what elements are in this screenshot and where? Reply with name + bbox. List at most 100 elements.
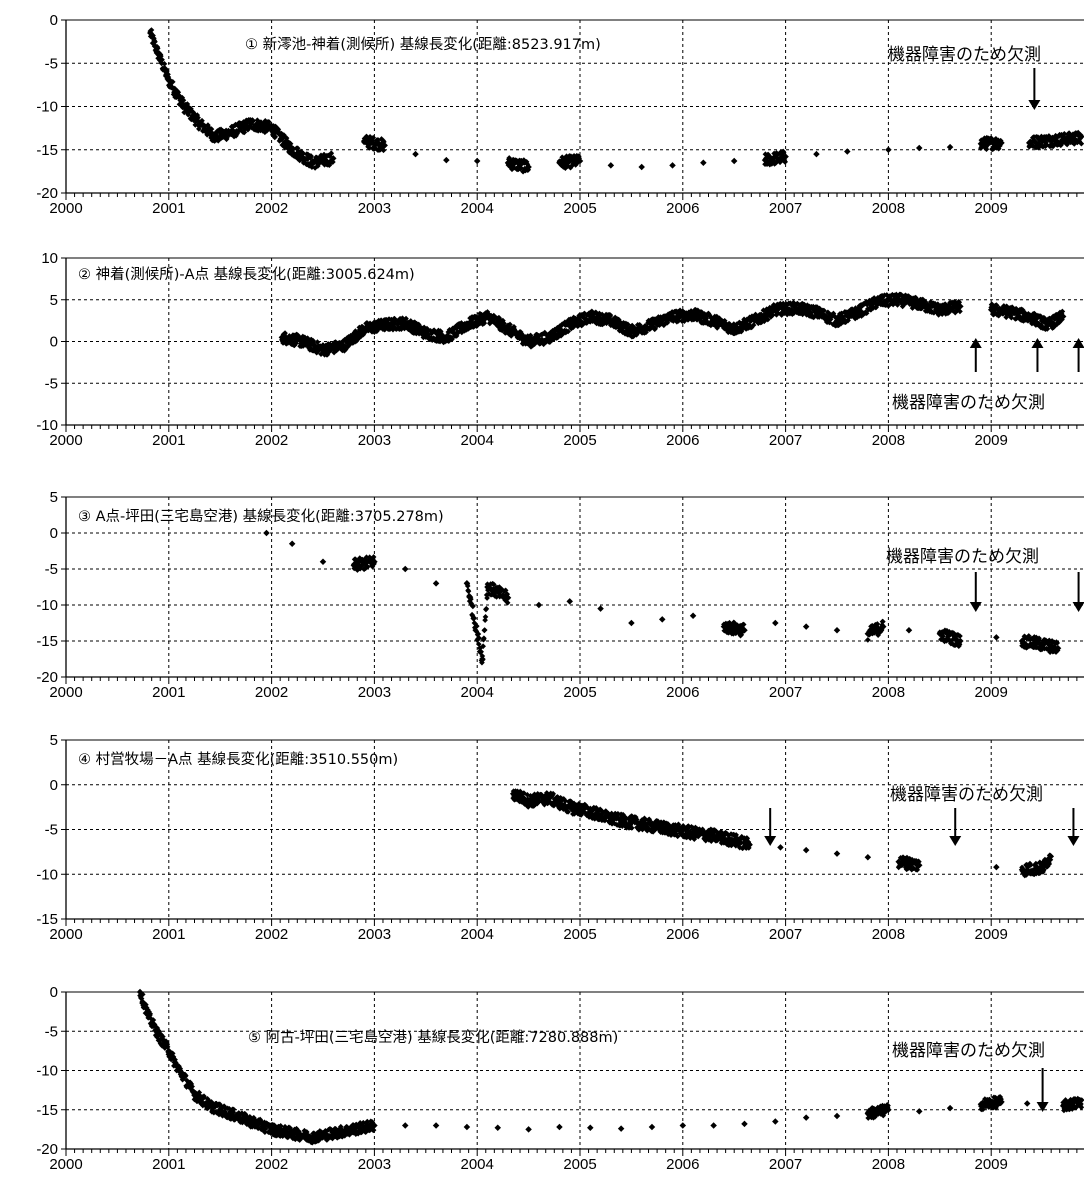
x-tick-label: 2008 — [872, 1156, 905, 1173]
data-point — [196, 120, 203, 128]
y-tick-label: -5 — [45, 375, 58, 392]
annotation-text: 機器障害のため欠測 — [892, 393, 1045, 413]
data-point — [443, 156, 450, 164]
annotation-arrow-head — [969, 602, 982, 612]
data-point — [507, 321, 513, 328]
x-tick-label: 2002 — [255, 926, 288, 943]
data-point — [885, 146, 892, 154]
y-tick-label: 0 — [50, 525, 58, 542]
x-tick-label: 2001 — [152, 432, 185, 449]
data-point — [308, 153, 314, 159]
data-point — [761, 156, 769, 164]
x-tick-label: 2002 — [255, 432, 288, 449]
annotation-arrow-head — [949, 836, 962, 846]
data-point — [576, 157, 584, 165]
x-tick-label: 2006 — [666, 1156, 699, 1173]
data-point — [977, 140, 985, 147]
data-point — [403, 315, 409, 322]
y-tick-label: -10 — [36, 1063, 58, 1080]
data-point — [360, 137, 368, 145]
data-point — [750, 322, 757, 328]
data-point — [833, 626, 841, 634]
data-point — [319, 558, 327, 566]
x-tick-label: 2007 — [769, 1156, 802, 1173]
data-point — [864, 853, 872, 861]
y-tick-label: -15 — [36, 1102, 58, 1119]
x-tick-label: 2007 — [769, 926, 802, 943]
x-tick-label: 2005 — [563, 926, 596, 943]
x-tick-label: 2006 — [666, 432, 699, 449]
x-tick-label: 2004 — [461, 926, 494, 943]
y-tick-label: -15 — [36, 633, 58, 650]
x-tick-label: 2000 — [49, 432, 82, 449]
y-tick-label: -10 — [36, 99, 58, 116]
data-point — [565, 328, 571, 335]
x-tick-label: 2004 — [461, 200, 494, 217]
x-tick-label: 2004 — [461, 684, 494, 701]
data-point — [915, 144, 923, 152]
data-series — [136, 988, 1084, 1146]
data-point — [481, 627, 488, 633]
data-point — [769, 312, 776, 319]
data-point — [983, 146, 990, 153]
y-tick-label: -10 — [36, 597, 58, 614]
data-point — [288, 146, 296, 154]
y-tick-label: 5 — [50, 732, 58, 749]
data-point — [330, 155, 337, 162]
data-point — [370, 134, 377, 141]
chart-title: ④ 村営牧場－A点 基線長変化(距離:3510.550m) — [78, 750, 398, 768]
data-point — [504, 159, 512, 166]
data-point — [180, 97, 187, 104]
y-tick-label: -5 — [45, 55, 58, 72]
x-tick-label: 2002 — [255, 200, 288, 217]
x-tick-label: 2006 — [666, 684, 699, 701]
data-point — [195, 114, 201, 121]
y-tick-label: -15 — [36, 142, 58, 159]
data-point — [263, 529, 270, 537]
data-point — [780, 149, 787, 156]
data-point — [865, 637, 871, 643]
data-point — [700, 159, 707, 166]
y-tick-label: 0 — [50, 984, 58, 1001]
annotation-arrow-head — [1028, 100, 1041, 110]
data-point — [227, 129, 234, 136]
y-tick-label: 5 — [50, 489, 58, 506]
x-tick-label: 2008 — [872, 200, 905, 217]
data-point — [946, 143, 954, 151]
data-point — [268, 124, 275, 132]
data-point — [381, 142, 388, 149]
data-point — [247, 120, 255, 128]
data-point — [658, 616, 666, 623]
y-tick-label: 5 — [50, 292, 58, 309]
data-point — [730, 157, 738, 165]
data-series — [278, 291, 1067, 358]
data-point — [669, 162, 676, 169]
y-tick-label: 0 — [50, 12, 58, 29]
annotation-text: 機器障害のため欠測 — [886, 547, 1039, 567]
data-point — [566, 598, 573, 605]
data-point — [482, 614, 489, 620]
x-tick-label: 2000 — [49, 684, 82, 701]
data-point — [401, 565, 409, 573]
data-point — [432, 580, 440, 587]
y-tick-label: 0 — [50, 334, 58, 351]
data-point — [993, 634, 1000, 641]
data-point — [607, 312, 614, 318]
x-tick-label: 2003 — [358, 926, 391, 943]
data-point — [782, 159, 789, 165]
data-point — [314, 339, 321, 345]
data-point — [481, 320, 488, 326]
x-tick-label: 2003 — [358, 432, 391, 449]
data-point — [764, 316, 771, 323]
x-tick-label: 2003 — [358, 200, 391, 217]
data-point — [211, 133, 219, 141]
x-tick-label: 2007 — [769, 684, 802, 701]
data-point — [993, 863, 1000, 871]
x-tick-label: 2001 — [152, 926, 185, 943]
x-tick-label: 2001 — [152, 1156, 185, 1173]
x-tick-label: 2009 — [975, 200, 1008, 217]
